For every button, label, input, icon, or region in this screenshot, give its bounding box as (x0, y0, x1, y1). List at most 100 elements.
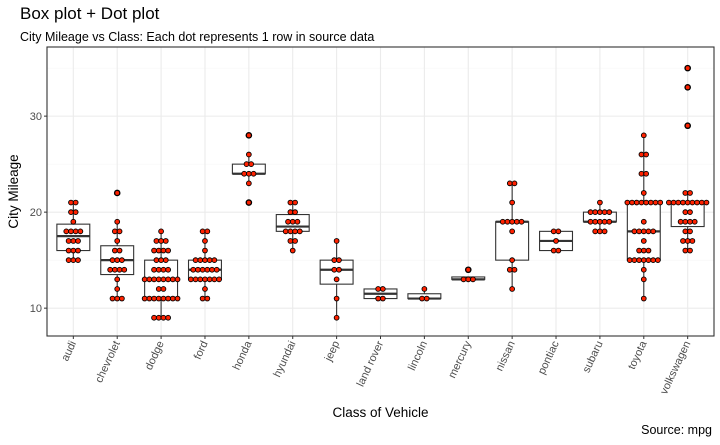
data-dot (246, 199, 252, 206)
data-dot (292, 228, 298, 235)
y-axis-title: City Mileage (6, 154, 21, 228)
data-dot (518, 218, 525, 225)
data-dot (645, 257, 652, 263)
x-axis-title: Class of Vehicle (332, 405, 428, 420)
data-dot (640, 247, 647, 254)
data-dot (195, 266, 201, 273)
data-dot (680, 238, 686, 244)
data-dot (216, 276, 222, 283)
panel-border (46, 46, 715, 337)
data-dot (202, 286, 208, 292)
data-dot (689, 199, 696, 206)
x-tick-label: hyundai (271, 339, 298, 379)
data-dot (691, 218, 698, 225)
data-dot (640, 276, 647, 283)
data-dot (243, 161, 250, 167)
data-dot (151, 314, 157, 321)
data-dot (165, 314, 171, 321)
data-dot (636, 247, 642, 254)
data-dot (65, 247, 72, 254)
data-dot (460, 276, 467, 283)
data-dot (687, 247, 693, 254)
data-dot (287, 199, 294, 206)
data-dot (511, 180, 518, 187)
data-dot (146, 276, 153, 283)
data-dot (336, 257, 342, 263)
data-dot (655, 257, 661, 263)
data-dot (197, 276, 204, 283)
data-dot (631, 228, 638, 235)
data-dot (289, 218, 296, 225)
data-dot (72, 209, 79, 215)
data-dot (192, 257, 199, 263)
data-dot (597, 218, 603, 225)
data-dot (75, 257, 81, 263)
data-dot (160, 276, 167, 283)
data-dot (504, 218, 511, 225)
x-tick-label: land rover (355, 339, 387, 389)
data-dot (684, 122, 691, 129)
data-dot (155, 276, 162, 283)
data-dot (682, 190, 689, 196)
data-dot (114, 218, 121, 225)
data-dot (155, 247, 162, 254)
data-dot (550, 247, 557, 254)
x-tick-label: dodge (143, 339, 167, 372)
data-dot (188, 276, 194, 283)
data-dot (109, 257, 116, 263)
data-dot (601, 209, 608, 215)
data-dot (331, 266, 338, 273)
data-dot (375, 295, 382, 302)
data-dot (587, 218, 594, 225)
data-dot (687, 218, 693, 225)
data-dot (114, 295, 121, 302)
data-dot (499, 218, 506, 225)
data-dot (72, 228, 79, 235)
data-dot (684, 238, 691, 244)
data-dot (109, 295, 116, 302)
x-tick-label: jeep (322, 339, 342, 364)
data-dot (199, 266, 206, 273)
data-dot (638, 170, 645, 177)
data-dot (640, 238, 647, 244)
data-dot (682, 209, 689, 215)
data-dot (213, 266, 220, 273)
data-dot (640, 132, 647, 139)
data-dot (158, 238, 164, 244)
data-dot (121, 266, 128, 273)
data-dot (640, 266, 647, 273)
x-tick-label: volkswagen (658, 339, 693, 396)
data-dot (68, 228, 74, 235)
data-dot (419, 295, 425, 302)
y-tick-label: 30 (30, 111, 42, 123)
data-dot (333, 238, 340, 244)
data-dot (169, 295, 176, 302)
data-dot (640, 190, 647, 196)
data-dot (650, 228, 657, 235)
data-dot (70, 257, 77, 263)
data-dot (246, 132, 252, 139)
data-dot (513, 218, 520, 225)
data-dot (643, 170, 649, 177)
data-dot (465, 276, 472, 283)
data-dot (380, 295, 386, 302)
data-dot (116, 228, 123, 235)
data-dot (192, 276, 199, 283)
data-dot (380, 286, 386, 292)
data-dot (294, 218, 301, 225)
data-dot (153, 257, 160, 263)
data-dot (640, 295, 647, 302)
x-tick-label: audi (59, 339, 79, 363)
data-dot (114, 238, 121, 244)
data-dot (158, 228, 164, 235)
data-dot (624, 199, 631, 206)
data-dot (246, 151, 252, 158)
data-dot (375, 286, 382, 292)
data-dot (698, 199, 705, 206)
data-dot (114, 276, 121, 283)
data-dot (645, 247, 652, 254)
data-dot (165, 266, 171, 273)
data-dot (336, 266, 342, 273)
data-dot (555, 247, 562, 254)
